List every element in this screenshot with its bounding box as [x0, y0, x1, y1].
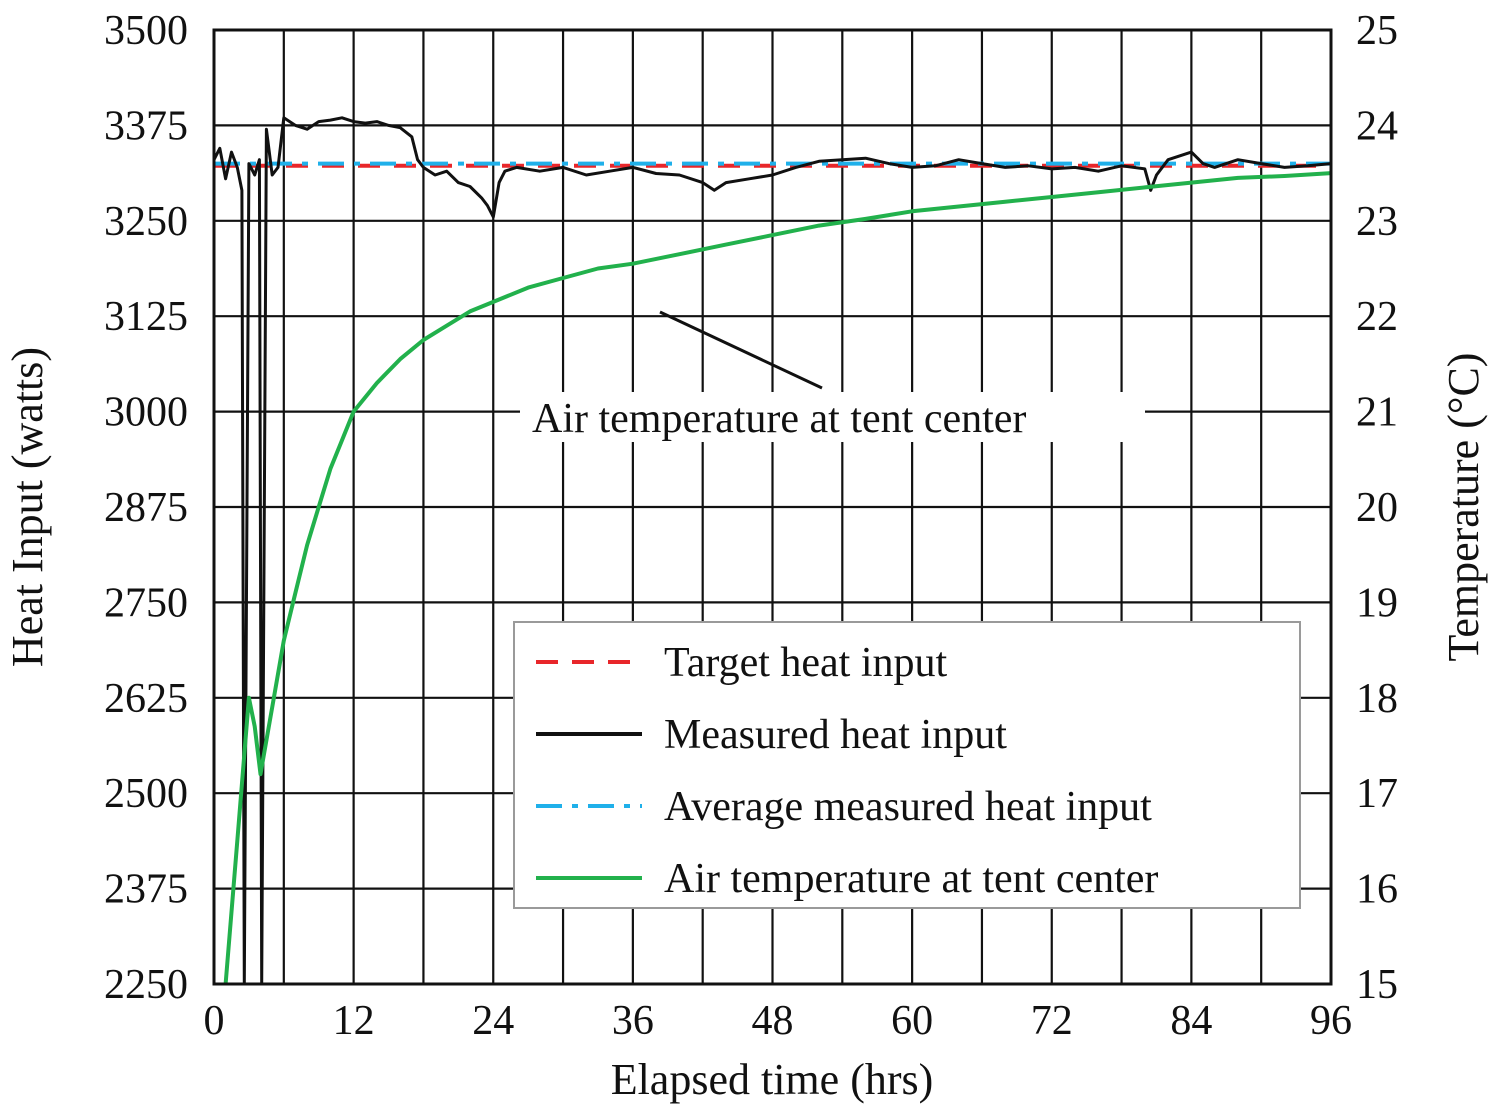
series-layer [212, 116, 1332, 986]
legend: Target heat input Measured heat input Aver… [513, 621, 1301, 909]
annotation-background [520, 392, 1145, 442]
series-line-air-temperature-at-tent-center [223, 171, 1332, 985]
legend-label: Air temperature at tent center [664, 856, 1158, 902]
y2-tick-label: 25 [1356, 8, 1398, 54]
x-tick-label: 12 [333, 998, 375, 1044]
x-tick-label: 72 [1031, 998, 1073, 1044]
y-tick-label: 3500 [104, 8, 188, 54]
y2-tick-label: 21 [1356, 390, 1398, 436]
legend-label: Average measured heat input [664, 784, 1152, 830]
x-tick-label: 60 [891, 998, 933, 1044]
y2-tick-label: 19 [1356, 580, 1398, 626]
y-tick-label: 2250 [104, 962, 188, 1008]
y2-tick-label: 22 [1356, 294, 1398, 340]
y-tick-label: 3250 [104, 199, 188, 245]
x-axis-title: Elapsed time (hrs) [611, 1055, 934, 1104]
plot-frame [212, 28, 1333, 986]
y2-tick-label: 16 [1356, 867, 1398, 913]
y-tick-label: 3375 [104, 103, 188, 149]
y-tick-label: 2625 [104, 676, 188, 722]
y-tick-label: 3000 [104, 390, 188, 436]
x-tick-label: 48 [752, 998, 794, 1044]
y2-tick-label: 15 [1356, 962, 1398, 1008]
legend-box [513, 621, 1301, 909]
y-tick-label: 3125 [104, 294, 188, 340]
legend-label: Target heat input [664, 640, 948, 686]
x-tick-label: 96 [1310, 998, 1352, 1044]
x-tick-labels: 0 12 24 36 48 60 72 84 96 [204, 998, 1353, 1044]
x-tick-label: 36 [612, 998, 654, 1044]
legend-label: Measured heat input [664, 712, 1007, 758]
y2-tick-label: 17 [1356, 771, 1398, 817]
y-tick-label: 2875 [104, 485, 188, 531]
y2-tick-label: 23 [1356, 199, 1398, 245]
y2-tick-label: 24 [1356, 103, 1398, 149]
x-tick-label: 0 [204, 998, 225, 1044]
y-axis-title: Heat Input (watts) [3, 347, 52, 667]
annotation-leader-line [659, 310, 823, 390]
y2-tick-label: 18 [1356, 676, 1398, 722]
y-tick-label: 2500 [104, 771, 188, 817]
annotation-label: Air temperature at tent center [532, 396, 1026, 442]
y-tick-label: 2750 [104, 580, 188, 626]
x-tick-label: 24 [472, 998, 514, 1044]
y-tick-labels: 2250 2375 2500 2625 2750 2875 3000 3125 3250 3375… [104, 8, 188, 1008]
y2-tick-labels: 15 16 17 18 19 20 21 22 23 24 25 [1356, 8, 1398, 1008]
x-tick-label: 84 [1170, 998, 1212, 1044]
y2-tick-label: 20 [1356, 485, 1398, 531]
y2-axis-title: Temperature (°C) [1439, 353, 1488, 662]
series-line-measured-heat-input [212, 116, 1332, 986]
y-tick-label: 2375 [104, 867, 188, 913]
